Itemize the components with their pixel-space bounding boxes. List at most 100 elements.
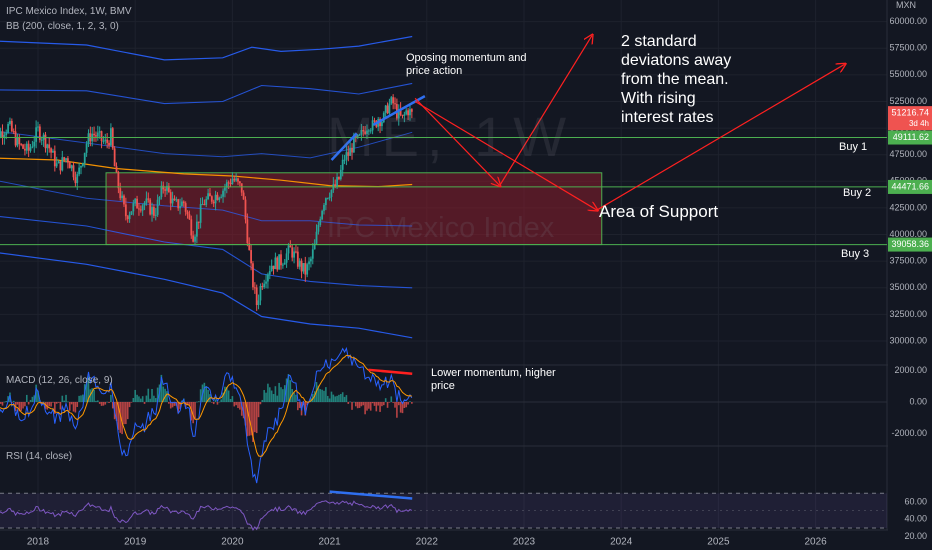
macd-histogram-bar [91,388,94,402]
candle-body [57,161,60,164]
candle-body [373,120,376,122]
macd-histogram-bar [295,394,297,402]
candle-body [68,162,71,169]
candle-body [195,221,198,237]
macd-histogram-bar [132,398,135,402]
candle-body [212,201,215,204]
macd-histogram-bar [63,400,65,402]
candle-body [246,219,249,244]
macd-histogram-bar [225,387,228,402]
symbol-title[interactable]: IPC Mexico Index, 1W, BMV [6,6,132,17]
buy-level-lines [0,137,887,246]
macd-line [0,346,413,484]
buy-2-label: Buy 2 [843,187,872,199]
macd-histogram-bar [211,402,213,403]
level-price-tag [888,130,932,145]
price-tick-label: 60000.00 [889,16,927,26]
macd-histogram-bar [349,401,351,403]
macd-histogram-bar [3,401,6,403]
macd-histogram-bar [110,394,112,402]
candle-body [323,205,325,211]
candle-body [194,236,196,242]
macd-histogram-bar [265,392,267,402]
macd-histogram-bar [325,387,327,402]
macd-histogram-bar [233,402,236,407]
candle-body [242,192,245,200]
candle-body [399,109,402,115]
annotation-lower-momentum: Lower momentum, higher price [431,367,556,392]
candle-body [152,207,155,216]
macd-histogram-bar [268,387,271,402]
macd-histogram-bar [16,402,19,405]
candle-body [397,109,400,119]
macd-histogram-bar [369,402,372,411]
macd-histogram-bar [371,402,374,404]
candle-body [124,204,127,217]
candle-body [274,257,277,270]
candle-body [392,97,395,104]
bb-indicator-label[interactable]: BB (200, close, 1, 2, 3, 0) [6,21,119,32]
current-price-countdown: 3d 4h [909,119,929,128]
candle-body [177,199,180,209]
candle-body [358,134,361,136]
macd-histogram-bar [205,386,208,402]
time-axis[interactable]: 2018 2019 2020 2021 2022 2023 2024 2025 2026 [0,531,887,550]
candle-body [113,148,116,167]
candle-body [7,123,9,133]
candle-body [72,165,75,178]
macd-histogram-bar [407,402,409,405]
macd-histogram-bar [330,391,333,402]
candle-body [248,243,251,251]
candle-body [220,196,223,198]
candle-body [182,201,185,204]
candle-body [319,219,322,226]
macd-tick-label: 2000.00 [894,365,927,375]
rsi-indicator-label[interactable]: RSI (14, close) [6,451,73,462]
candle-body [250,250,252,264]
candle-body [158,197,161,200]
candle-body [29,147,32,151]
macd-histogram-bar [237,402,239,409]
candle-body [38,126,41,140]
candle-body [100,131,103,142]
candle-body [326,198,329,200]
macd-histogram-bar [332,394,335,402]
candle-body [119,188,122,199]
macd-histogram-bar [246,402,249,437]
macd-histogram-bar [87,375,90,402]
candle-body [369,130,372,132]
macd-histogram-bar [358,402,361,408]
candle-body [345,152,348,160]
macd-pane [0,346,887,484]
macd-histogram-bar [194,402,196,419]
candle-body [154,214,157,216]
candle-body [117,172,120,189]
candle-body [367,130,370,132]
level-price-text: 44471.66 [891,181,929,191]
macd-histogram-bar [184,402,187,407]
time-axis-background [0,531,887,550]
current-price-tag [888,106,932,131]
bb-lower-2sd [0,216,413,289]
macd-histogram-bar [298,402,301,408]
candle-body [366,130,368,134]
price-axis[interactable]: 30000.00 32500.00 35000.00 37500.00 40000.00… [888,0,932,550]
candle-body [409,109,411,116]
candle-body [401,114,404,116]
candle-body [356,134,359,138]
candle-body [276,257,279,270]
candle-body [214,194,217,204]
candle-body [330,189,333,197]
candle-body [267,274,269,282]
candle-body [263,283,266,288]
macd-histogram-bar [261,399,264,402]
price-tick-label: 40000.00 [889,229,927,239]
candle-body [188,214,191,220]
macd-histogram-bar [272,394,275,402]
macd-histogram-bar [22,402,24,409]
candle-body [164,189,167,191]
macd-tick-label: 0.00 [909,396,927,406]
macd-indicator-label[interactable]: MACD (12, 26, close, 9) [6,375,113,386]
macd-histogram-bar [147,388,150,402]
